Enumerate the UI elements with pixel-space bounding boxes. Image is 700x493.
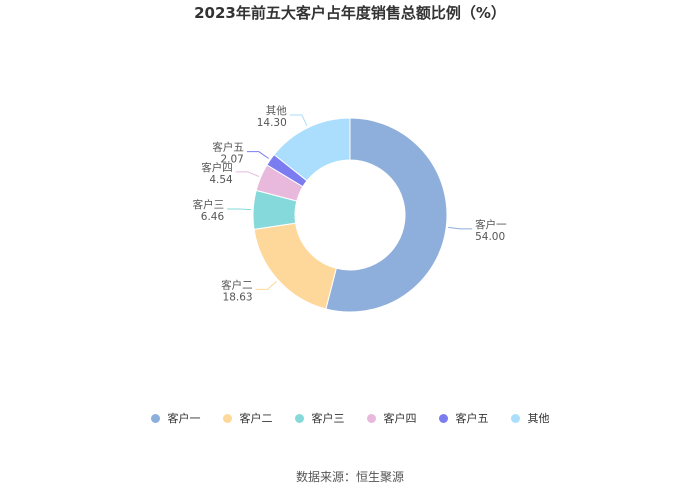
legend-item-客户五[interactable]: 客户五 bbox=[438, 410, 489, 426]
slice-label-name: 客户五 bbox=[212, 141, 244, 154]
legend-dot-icon bbox=[222, 413, 232, 423]
slice-label-name: 其他 bbox=[266, 104, 287, 117]
slice-label-value: 18.63 bbox=[223, 291, 253, 303]
legend-item-其他[interactable]: 其他 bbox=[510, 410, 550, 426]
legend-item-客户四[interactable]: 客户四 bbox=[366, 410, 417, 426]
slice-label-name: 客户一 bbox=[475, 218, 507, 231]
legend-item-客户三[interactable]: 客户三 bbox=[294, 410, 345, 426]
slice-label-value: 4.54 bbox=[209, 174, 233, 186]
leader-line-其他 bbox=[289, 114, 308, 127]
slice-label-name: 客户四 bbox=[201, 161, 233, 174]
leader-line-客户二 bbox=[255, 280, 277, 290]
slice-label-value: 2.07 bbox=[220, 154, 243, 166]
chart-title: 2023年前五大客户占年度销售总额比例（%） bbox=[194, 4, 506, 22]
leader-line-客户三 bbox=[227, 208, 252, 211]
slice-客户一[interactable] bbox=[325, 117, 448, 313]
legend-label: 客户一 bbox=[167, 412, 201, 425]
legend-dot-icon bbox=[294, 413, 304, 423]
slice-label-value: 54.00 bbox=[475, 231, 505, 243]
slice-label-value: 6.46 bbox=[201, 211, 225, 223]
legend-label: 客户三 bbox=[311, 412, 345, 425]
legend-label: 客户四 bbox=[383, 412, 417, 425]
legend-dot-icon bbox=[150, 413, 160, 423]
slice-label-value: 14.30 bbox=[257, 117, 287, 129]
legend-dot-icon bbox=[510, 413, 520, 423]
legend-dot-icon bbox=[438, 413, 448, 423]
legend: 客户一 客户二 客户三 客户四 客户五 其他 bbox=[0, 410, 700, 426]
legend-item-客户二[interactable]: 客户二 bbox=[222, 410, 273, 426]
legend-label: 其他 bbox=[527, 412, 550, 425]
data-source-note: 数据来源：恒生聚源 bbox=[295, 470, 404, 484]
slice-其他[interactable] bbox=[273, 117, 351, 182]
slice-label-name: 客户三 bbox=[193, 198, 225, 211]
legend-label: 客户二 bbox=[239, 412, 273, 425]
legend-item-客户一[interactable]: 客户一 bbox=[150, 410, 201, 426]
slice-客户二[interactable] bbox=[253, 222, 337, 310]
legend-label: 客户五 bbox=[455, 412, 489, 425]
leader-line-客户四 bbox=[235, 171, 259, 177]
leader-line-客户一 bbox=[448, 226, 473, 230]
slice-label-name: 客户二 bbox=[221, 278, 253, 291]
leader-line-客户五 bbox=[246, 151, 269, 159]
legend-dot-icon bbox=[366, 413, 376, 423]
